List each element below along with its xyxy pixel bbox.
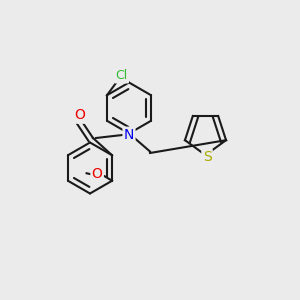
Text: O: O	[92, 167, 103, 181]
Text: O: O	[74, 109, 85, 122]
Text: S: S	[202, 150, 211, 164]
Text: N: N	[124, 128, 134, 142]
Text: Cl: Cl	[116, 69, 128, 82]
